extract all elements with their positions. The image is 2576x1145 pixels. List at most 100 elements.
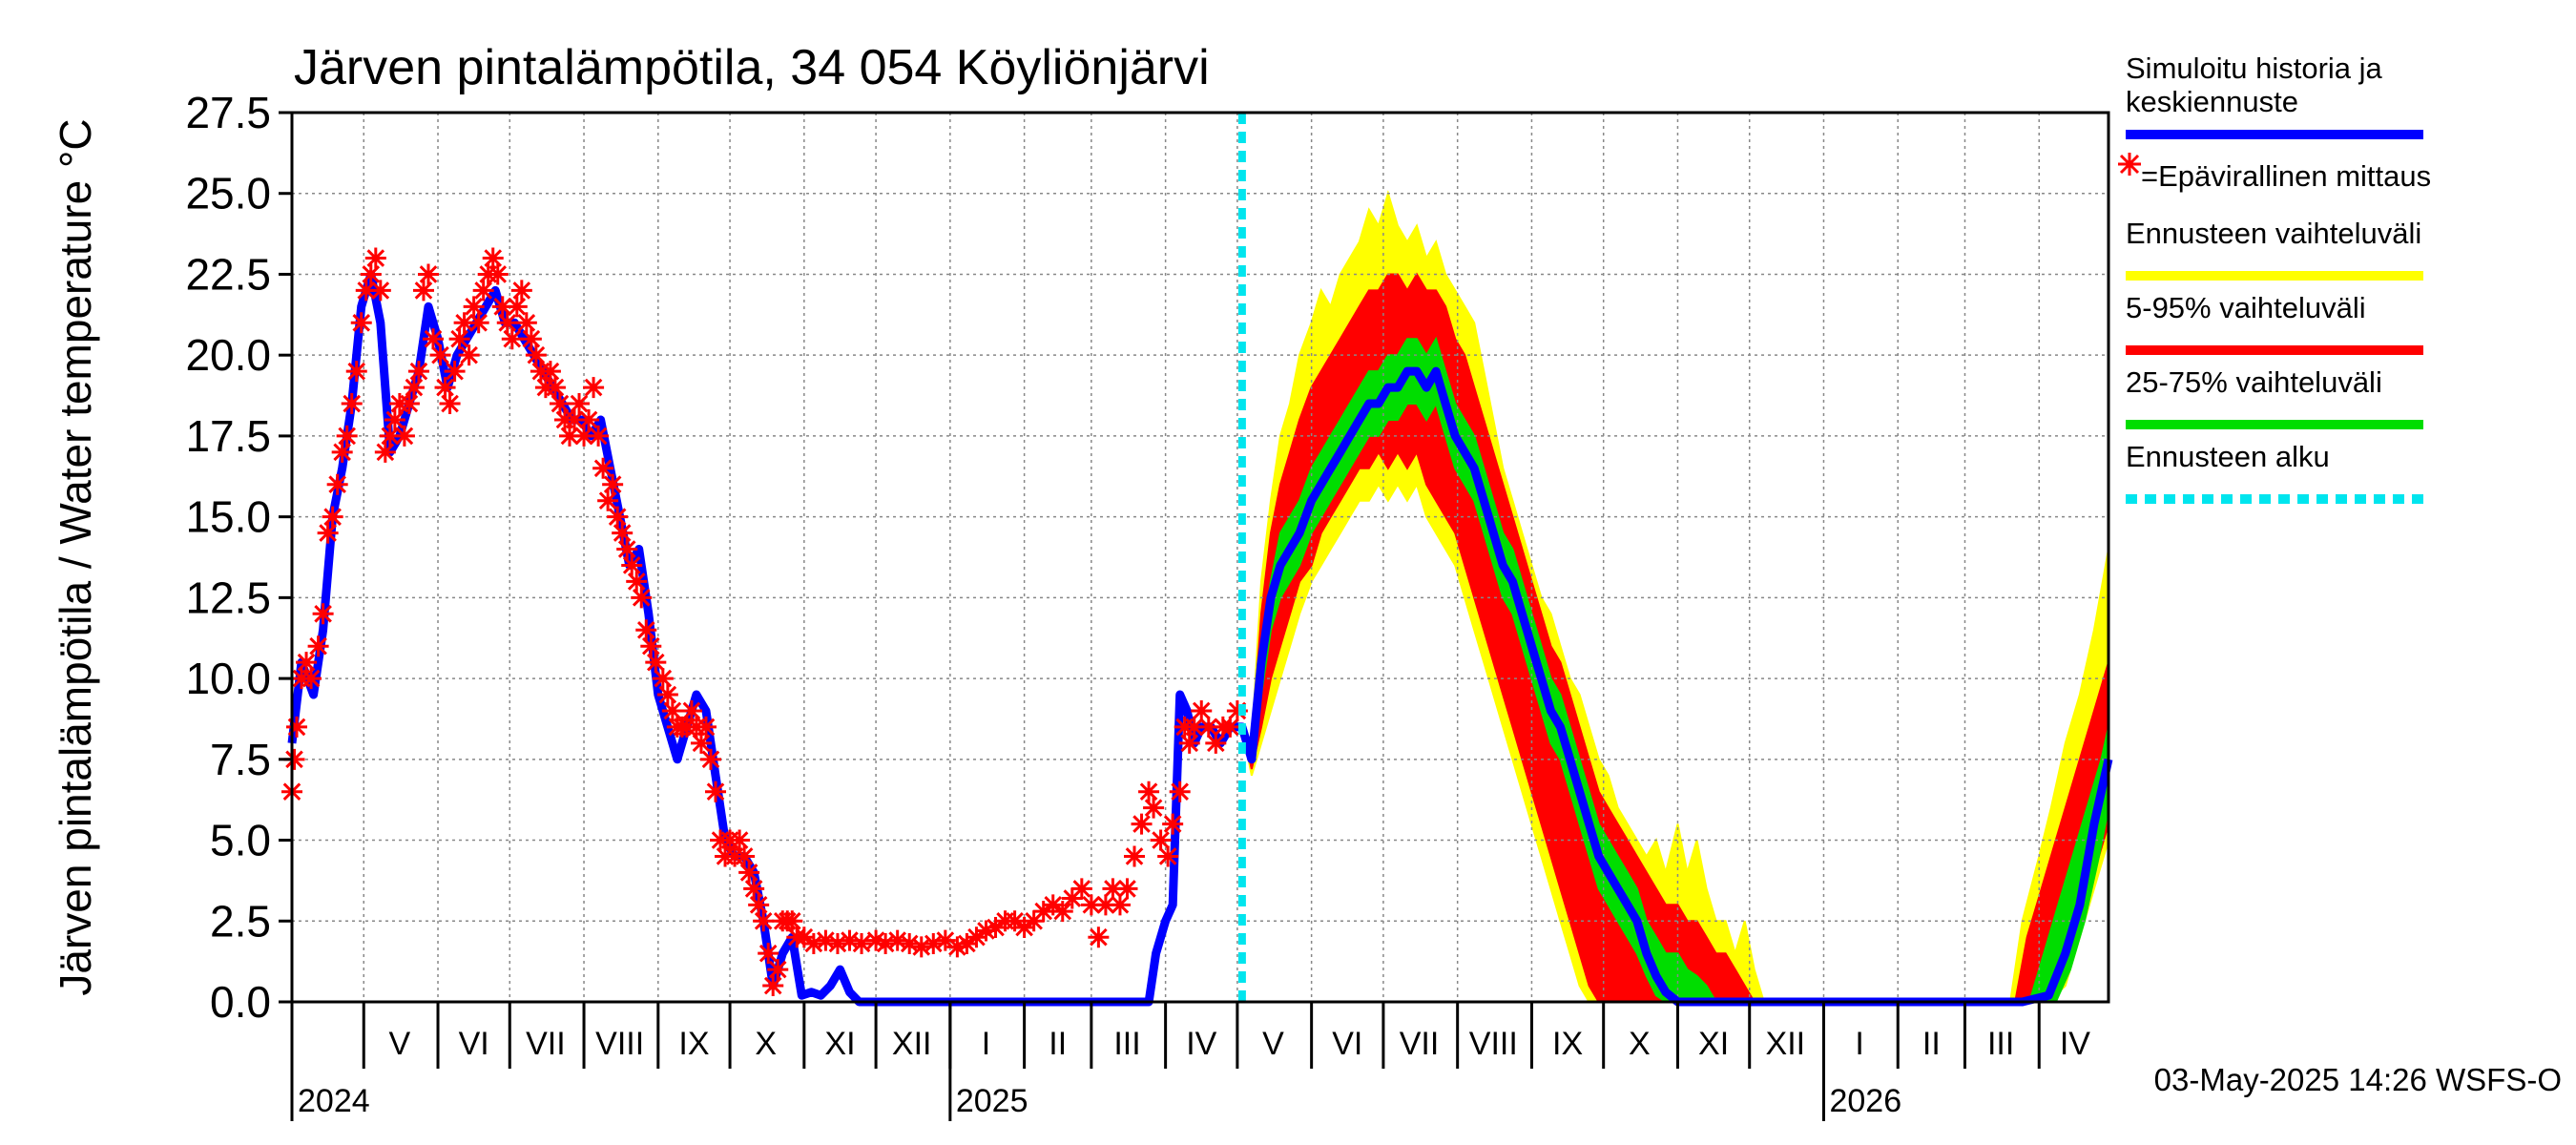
measurement-point <box>705 781 727 802</box>
measurement-point <box>379 425 401 447</box>
measurement-point <box>767 959 789 981</box>
measurement-point <box>417 263 439 285</box>
measurement-point <box>656 684 678 706</box>
y-tick-label: 15.0 <box>185 492 271 542</box>
legend-item: 5-95% vaihteluväli <box>2126 291 2423 355</box>
measurement-point <box>539 361 561 383</box>
measurement-point <box>448 328 470 350</box>
measurement-point <box>1032 901 1054 923</box>
x-year-label: 2025 <box>956 1083 1028 1119</box>
measurement-point <box>956 932 978 954</box>
y-axis-ticks: 27.5 25.0 22.5 20.0 17.5 15.0 12.5 10.0 7.5 5.0 2.… <box>185 88 292 1027</box>
measurement-point <box>645 652 667 674</box>
y-tick-label: 12.5 <box>185 572 271 622</box>
measurement-point <box>607 506 629 528</box>
measurement-point <box>1197 716 1219 738</box>
measurement-point <box>458 344 480 366</box>
measurement-point <box>393 425 415 447</box>
measurement-point <box>815 929 837 951</box>
legend-label: 5-95% vaihteluväli <box>2126 291 2366 324</box>
measurement-point <box>578 408 600 430</box>
plot-frame <box>290 111 2110 1004</box>
measurement-point <box>616 538 638 560</box>
measurement-point <box>923 932 945 954</box>
measurement-point <box>1157 845 1179 867</box>
measurement-point <box>1124 845 1146 867</box>
measurement-point <box>802 932 824 954</box>
y-tick-label: 2.5 <box>210 896 271 946</box>
forecast-bands <box>1240 190 2109 1003</box>
measurement-point <box>934 929 956 951</box>
x-month-label: II <box>1049 1026 1067 1062</box>
measurement-point <box>1205 732 1227 754</box>
measurement-point <box>865 929 887 951</box>
measurement-point <box>549 393 571 415</box>
measurement-point <box>286 716 308 738</box>
measurement-point <box>1013 917 1035 939</box>
x-year-label: 2026 <box>1829 1083 1901 1119</box>
chart-title: Järven pintalämpötila, 34 054 Köyliönjär… <box>294 40 1210 95</box>
measurement-point <box>1109 894 1131 916</box>
measurement-point <box>472 280 494 302</box>
measurement-point <box>317 522 339 544</box>
measurement-point <box>588 425 610 447</box>
legend-label-cont: keskiennuste <box>2126 85 2298 118</box>
measurement-point <box>626 571 648 593</box>
measurement-point <box>423 328 445 350</box>
y-tick-label: 20.0 <box>185 330 271 380</box>
x-month-label: VI <box>459 1026 489 1062</box>
measurement-point <box>1150 829 1172 851</box>
x-month-label: VII <box>526 1026 566 1062</box>
measurement-point <box>407 361 429 383</box>
y-tick-label: 25.0 <box>185 169 271 219</box>
measurement-point <box>491 296 513 318</box>
measurement-point <box>573 425 595 447</box>
measurement-point <box>331 441 353 463</box>
measurement-point <box>781 910 803 932</box>
plot-area <box>281 111 2113 1007</box>
measurement-point <box>1042 894 1064 916</box>
measurement-point <box>1061 887 1083 909</box>
measurement-point <box>875 932 897 954</box>
measurement-point <box>1023 910 1045 932</box>
y-tick-label: 27.5 <box>185 88 271 137</box>
measurement-point <box>544 377 566 399</box>
measurement-point <box>1226 699 1248 721</box>
measurement-point <box>1178 732 1200 754</box>
y-tick-label: 22.5 <box>185 249 271 299</box>
grid-lines <box>292 113 2109 1002</box>
x-month-label: VII <box>1400 1026 1440 1062</box>
measurement-point <box>583 377 605 399</box>
measurement-point <box>1131 813 1153 835</box>
x-month-label: IX <box>678 1026 709 1062</box>
measurement-point <box>762 975 784 997</box>
y-tick-label: 5.0 <box>210 816 271 865</box>
measurement-point <box>453 312 475 334</box>
measurement-point <box>403 377 425 399</box>
measurement-point <box>851 932 873 954</box>
measurement-point <box>307 635 329 657</box>
measurement-point <box>463 296 485 318</box>
legend-marker <box>2118 153 2141 176</box>
x-month-label: V <box>389 1026 411 1062</box>
measurement-point <box>345 361 367 383</box>
measurement-point <box>434 377 456 399</box>
measurement-point <box>467 312 489 334</box>
measurement-point <box>886 929 908 951</box>
measurement-point <box>1219 716 1241 738</box>
legend-item: Ennusteen vaihteluväli <box>2126 217 2423 281</box>
measurement-point <box>612 522 634 544</box>
measurement-point <box>753 910 775 932</box>
measurement-point <box>355 280 377 302</box>
x-month-label: IV <box>1186 1026 1216 1062</box>
measurement-point <box>301 668 322 690</box>
measurement-point <box>1070 878 1092 900</box>
measurement-point <box>946 936 968 958</box>
measurement-point <box>296 652 318 674</box>
y-axis-label: Järven pintalämpötila / Water temperatur… <box>51 118 100 995</box>
measurement-point <box>690 732 712 754</box>
measurement-point <box>482 247 504 269</box>
